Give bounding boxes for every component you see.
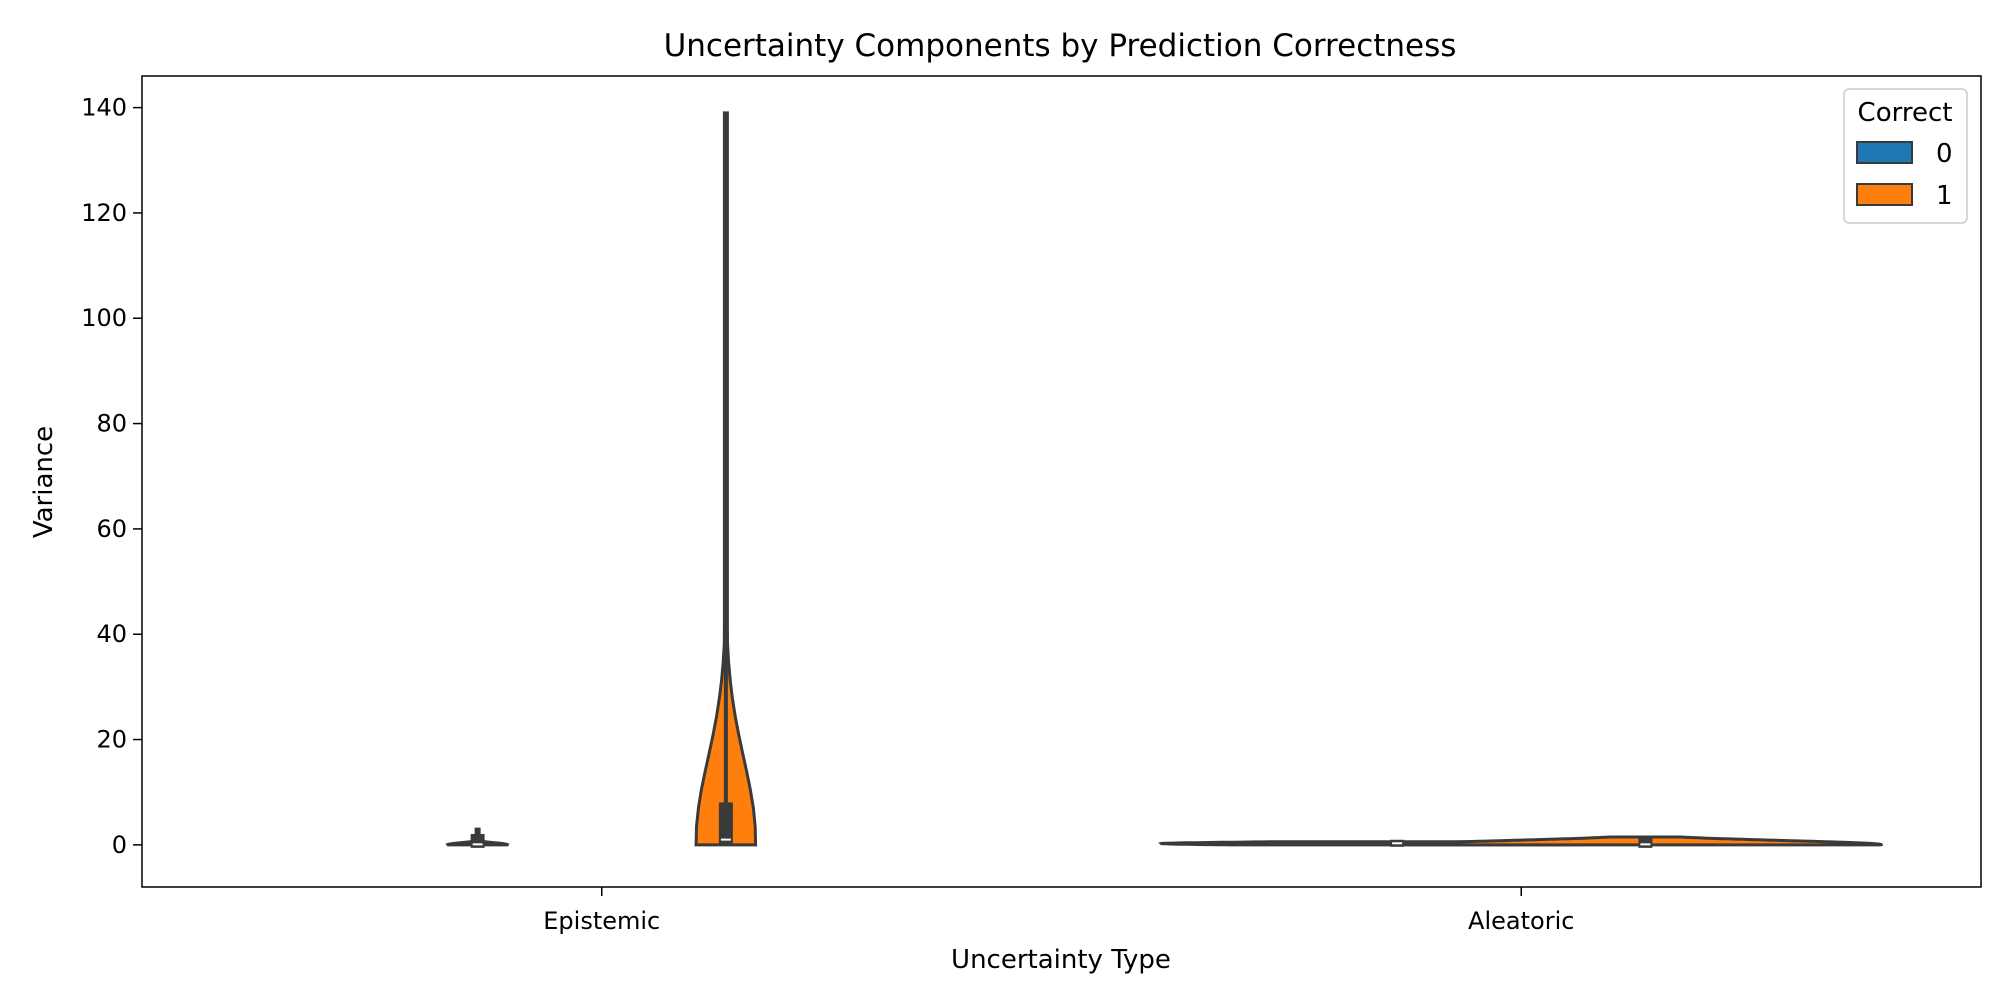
violin-iqr-box [718,802,733,846]
y-tick-label: 120 [81,199,127,227]
y-tick-label: 0 [112,831,127,859]
legend: Correct 0 1 [1843,88,1968,224]
legend-label-0: 0 [1936,139,1953,169]
legend-swatch-0 [1856,141,1913,164]
y-axis-label: Variance [29,426,59,538]
violin-iqr-box [470,833,485,848]
violin-aleatoric-correct-1 [1407,835,1884,848]
y-tick-label: 60 [96,515,127,543]
y-tick-label: 80 [96,410,127,438]
legend-swatch-1 [1856,183,1913,206]
y-tick-label: 40 [96,620,127,648]
legend-title: Correct [1858,98,1953,128]
x-tick-label: Epistemic [543,907,660,935]
y-tick-label: 140 [81,94,127,122]
violin-epistemic-correct-1 [694,111,758,847]
x-axis-ticks: Epistemic Aleatoric [543,887,1574,935]
plot-frame [141,75,1982,888]
y-axis-ticks: 0 20 40 60 80 100 120 140 [81,94,142,859]
x-tick-label: Aleatoric [1468,907,1574,935]
x-axis-label: Uncertainty Type [951,945,1171,975]
violin-iqr-box [1638,836,1653,848]
y-tick-label: 100 [81,304,127,332]
violin-layer [445,111,1884,848]
y-tick-label: 20 [96,726,127,754]
chart-title: Uncertainty Components by Prediction Cor… [664,28,1457,64]
legend-label-1: 1 [1936,181,1953,211]
violin-epistemic-correct-0 [445,827,510,848]
